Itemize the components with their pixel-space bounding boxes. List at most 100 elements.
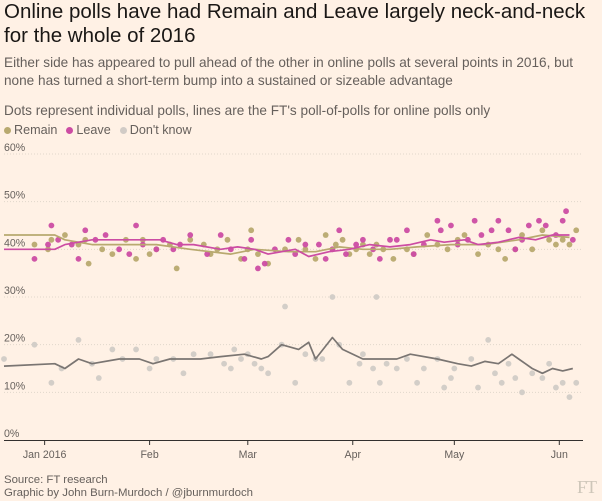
legend-item-leave: Leave [66, 123, 111, 137]
legend-label-dont-know: Don't know [129, 123, 192, 137]
dont-know-poll-point [529, 370, 536, 377]
remain-poll-point [302, 246, 309, 253]
chart-subtitle: Either side has appeared to pull ahead o… [4, 55, 574, 88]
dont-know-poll-point [519, 389, 525, 396]
remain-poll-point [502, 255, 509, 262]
leave-poll-point [187, 232, 194, 238]
leave-poll-point [204, 251, 211, 257]
leave-poll-point [116, 246, 123, 253]
remain-poll-point [48, 236, 55, 243]
dont-know-poll-point [475, 384, 481, 391]
leave-poll-point [343, 251, 349, 257]
leave-poll-point [261, 260, 268, 267]
leave-poll-point [255, 265, 261, 272]
credit-note: Graphic by John Burn-Murdoch / @jburnmur… [4, 487, 253, 499]
dont-know-poll-point [133, 346, 139, 353]
leave-poll-point [315, 241, 322, 248]
dont-know-poll-point [1, 356, 7, 362]
leave-poll-point [302, 241, 309, 248]
chart-caption: Dots represent individual polls, lines a… [4, 103, 491, 118]
dont-know-poll-point [383, 360, 390, 367]
leave-poll-point [285, 236, 292, 243]
dont-know-poll-point [346, 379, 353, 386]
leave-poll-point [512, 246, 519, 253]
dont-know-poll-point [190, 351, 197, 358]
dont-know-poll-point [505, 360, 512, 367]
dont-know-poll-point [566, 394, 573, 400]
leave-poll-point [217, 232, 224, 238]
source-note: Source: FT research [4, 474, 108, 486]
dont-know-poll-point [146, 365, 153, 372]
dont-know-poll-point [329, 294, 336, 300]
remain-poll-point [519, 232, 525, 238]
leave-poll-point [434, 217, 441, 224]
dont-know-poll-point [207, 351, 214, 358]
dont-know-poll-point [360, 351, 366, 358]
y-tick-label: 20% [4, 333, 26, 345]
x-tick-label: Apr [345, 449, 362, 461]
leave-poll-point [376, 255, 383, 262]
dont-know-poll-point [512, 375, 519, 381]
chart-title: Online polls have had Remain and Leave l… [4, 0, 586, 47]
legend-swatch-leave [66, 126, 74, 134]
leave-poll-point [559, 217, 566, 224]
remain-poll-point [255, 251, 261, 257]
dont-know-points [1, 294, 580, 400]
poll-chart: 0% 10% 20% 30% 40% 50% 60% Jan 2016 Feb Mar Apr Ma… [1, 142, 583, 461]
dont-know-poll-point [302, 351, 309, 358]
dont-know-poll-point [292, 379, 299, 386]
dont-know-poll-point [393, 365, 400, 372]
remain-poll-point [573, 227, 580, 234]
leave-poll-point [353, 241, 360, 248]
leave-poll-point [437, 227, 444, 234]
ft-logo: FT [576, 477, 597, 497]
leave-poll-point [248, 236, 255, 243]
leave-poll-point [404, 227, 410, 234]
y-tick-label: 10% [4, 380, 26, 392]
leave-poll-point [292, 251, 299, 257]
leave-poll-point [410, 251, 417, 257]
remain-poll-point [339, 236, 346, 243]
leave-poll-point [133, 222, 139, 229]
y-tick-label: 0% [4, 428, 20, 440]
leave-poll-of-polls-line [4, 234, 570, 258]
dont-know-poll-point [451, 365, 458, 372]
dont-know-poll-point [153, 356, 160, 362]
remain-poll-point [62, 232, 68, 238]
grid-layer: 0% 10% 20% 30% 40% 50% 60% [4, 142, 583, 440]
remain-points [31, 227, 580, 272]
remain-poll-point [109, 251, 116, 257]
remain-poll-point [390, 255, 397, 262]
remain-poll-point [332, 241, 339, 248]
legend-swatch-dont-know [119, 126, 127, 134]
leave-poll-point [542, 222, 549, 229]
dont-know-poll-point [404, 356, 410, 362]
dont-know-poll-point [48, 379, 55, 386]
x-tick-label: Feb [140, 449, 158, 461]
remain-poll-point [424, 232, 431, 238]
remain-poll-point [529, 246, 536, 253]
remain-poll-point [173, 265, 180, 272]
remain-poll-point [566, 241, 573, 248]
dont-know-poll-point [221, 360, 227, 367]
dont-know-poll-point [231, 346, 238, 353]
x-tick-label: Mar [239, 449, 258, 461]
y-tick-label: 60% [4, 142, 26, 154]
legend-swatch-remain [4, 126, 11, 134]
remain-poll-point [31, 241, 38, 248]
leave-poll-point [495, 217, 502, 224]
leave-poll-point [478, 232, 485, 238]
remain-poll-point [553, 241, 559, 248]
legend-label-remain: Remain [14, 123, 58, 137]
legend-item-remain: Remain [4, 123, 57, 137]
x-axis: Jan 2016 Feb Mar Apr May Jun [4, 440, 583, 461]
leave-poll-point [448, 222, 454, 229]
dont-know-poll-point [573, 379, 580, 386]
remain-poll-point [224, 236, 231, 243]
leave-poll-point [82, 227, 89, 234]
y-tick-label: 50% [4, 190, 26, 202]
leave-poll-point [505, 227, 512, 234]
dont-know-poll-point [553, 384, 559, 391]
leave-poll-point [569, 236, 576, 243]
y-tick-label: 40% [4, 237, 26, 249]
